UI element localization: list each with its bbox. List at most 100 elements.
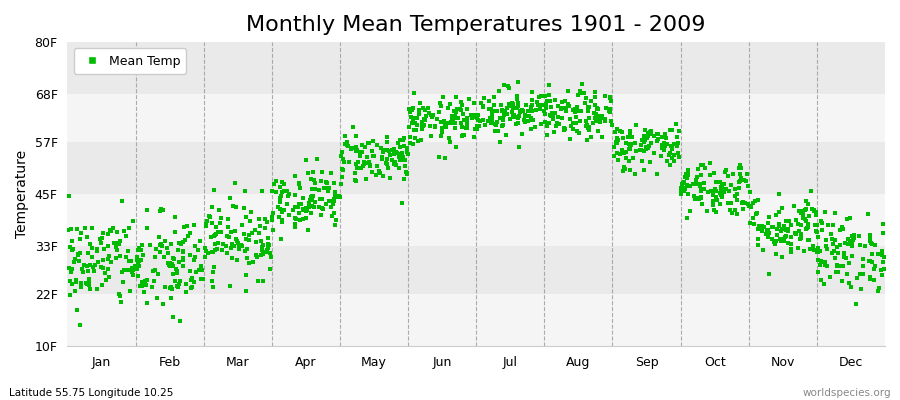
Point xyxy=(86,264,100,270)
Point xyxy=(447,113,462,120)
Point xyxy=(508,114,522,120)
Point xyxy=(642,143,656,149)
Point xyxy=(667,158,681,164)
Point xyxy=(400,170,415,176)
Point xyxy=(79,233,94,240)
Point xyxy=(623,130,637,137)
Point xyxy=(485,118,500,124)
Point xyxy=(365,138,380,145)
Point xyxy=(293,201,308,207)
Point xyxy=(810,268,824,275)
Point xyxy=(134,246,148,253)
Point xyxy=(854,286,868,292)
Point xyxy=(608,139,623,145)
Point xyxy=(174,240,188,247)
Point xyxy=(292,185,307,191)
Point xyxy=(403,134,418,141)
Point xyxy=(326,198,340,204)
Point xyxy=(818,262,832,268)
Point xyxy=(234,242,248,248)
Point xyxy=(228,227,242,234)
Point xyxy=(434,102,448,109)
Point xyxy=(391,150,405,156)
Point xyxy=(807,222,822,229)
Point xyxy=(780,226,795,232)
Point xyxy=(235,242,249,249)
Point xyxy=(690,194,705,201)
Point xyxy=(454,133,469,140)
Point xyxy=(130,256,145,263)
Point xyxy=(716,189,731,195)
Point xyxy=(256,251,271,257)
Point xyxy=(615,129,629,135)
Point xyxy=(387,160,401,167)
Point xyxy=(89,246,104,252)
Point xyxy=(83,285,97,292)
Point xyxy=(598,116,612,122)
Point xyxy=(749,211,763,218)
Point xyxy=(598,105,613,111)
Point xyxy=(189,268,203,275)
Point xyxy=(689,180,704,187)
Point xyxy=(328,180,342,186)
Point xyxy=(650,137,664,144)
Point xyxy=(780,226,795,233)
Point xyxy=(794,230,808,237)
Point xyxy=(267,181,282,188)
Point xyxy=(148,246,163,253)
Point xyxy=(324,212,338,219)
Point xyxy=(714,184,728,191)
Point xyxy=(708,178,723,185)
Point xyxy=(581,125,596,132)
Point xyxy=(194,276,208,282)
Point xyxy=(551,114,565,120)
Point xyxy=(176,239,190,246)
Point xyxy=(229,204,243,210)
Point xyxy=(455,110,470,117)
Title: Monthly Mean Temperatures 1901 - 2009: Monthly Mean Temperatures 1901 - 2009 xyxy=(247,15,706,35)
Point xyxy=(176,257,190,263)
Point xyxy=(703,172,717,178)
Point xyxy=(609,140,624,146)
Point xyxy=(497,112,511,118)
Point xyxy=(398,163,412,170)
Point xyxy=(221,216,236,222)
Point xyxy=(771,223,786,230)
Point xyxy=(563,136,578,142)
Point xyxy=(238,188,253,194)
Point xyxy=(708,209,723,215)
Point xyxy=(207,187,221,193)
Point xyxy=(443,101,457,108)
Point xyxy=(134,256,148,263)
Point xyxy=(230,257,245,263)
Point xyxy=(521,118,535,124)
Point xyxy=(611,137,625,143)
Point xyxy=(374,145,388,151)
Point xyxy=(274,236,289,242)
Point xyxy=(456,132,471,138)
Point xyxy=(237,230,251,237)
Point xyxy=(573,108,588,114)
Point xyxy=(403,114,418,120)
Point xyxy=(737,177,751,183)
Point xyxy=(716,189,730,196)
Point xyxy=(324,170,338,176)
Point xyxy=(506,111,520,118)
Point xyxy=(830,262,844,269)
Point xyxy=(588,88,602,95)
Point xyxy=(721,173,735,180)
Point xyxy=(522,113,536,119)
Point xyxy=(511,103,526,109)
Point xyxy=(493,115,508,121)
Point xyxy=(280,188,294,194)
Point xyxy=(663,126,678,133)
Point xyxy=(634,137,649,144)
Point xyxy=(382,148,397,154)
Point xyxy=(209,231,223,238)
Point xyxy=(101,256,115,262)
Point xyxy=(550,120,564,126)
Point xyxy=(109,255,123,261)
Point xyxy=(305,192,320,199)
Point xyxy=(173,318,187,324)
Point xyxy=(75,265,89,272)
